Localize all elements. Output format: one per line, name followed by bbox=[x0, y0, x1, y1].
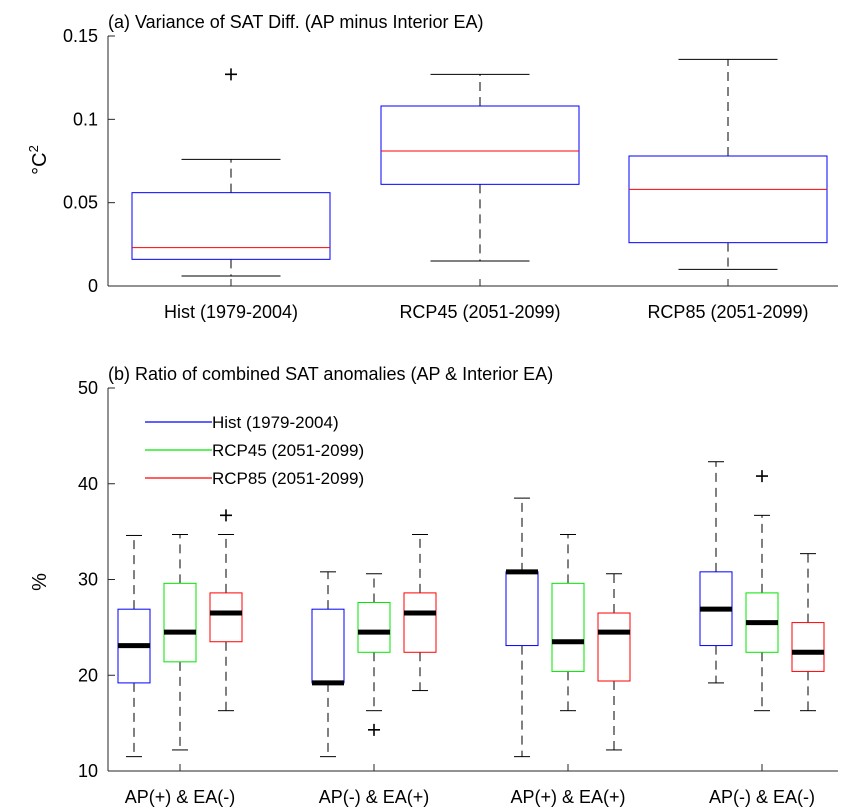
panel-b-box-s1-c3-outlier-0 bbox=[756, 470, 768, 483]
panel-b-marks bbox=[117, 461, 825, 758]
panel-b-ytick-label: 20 bbox=[78, 665, 98, 685]
panel-b-title: (b) Ratio of combined SAT anomalies (AP … bbox=[108, 364, 553, 384]
legend-label-1: RCP45 (2051-2099) bbox=[212, 441, 364, 460]
panel-b-xtick-label: AP(+) & EA(-) bbox=[125, 787, 236, 807]
panel-b-box-s1-c1-box bbox=[357, 601, 391, 653]
panel-b-ytick-label: 10 bbox=[78, 761, 98, 781]
panel-b-box-s2-c3-box bbox=[791, 622, 825, 672]
panel-b-xtick-label: AP(+) & EA(+) bbox=[510, 787, 625, 807]
panel-a-marks bbox=[131, 58, 828, 277]
panel-a-axes: 0 0.05 0.1 0.15 Hist (1979-2004) RCP45 (2051-… bbox=[63, 26, 838, 322]
panel-a: (a) Variance of SAT Diff. (AP minus Inte… bbox=[26, 12, 838, 322]
panel-b-ytick-label: 30 bbox=[78, 570, 98, 590]
legend: Hist (1979-2004) RCP45 (2051-2099) RCP85 (… bbox=[145, 413, 364, 488]
panel-b-xtick-label: AP(-) & EA(-) bbox=[709, 787, 815, 807]
panel-b-xtick-label: AP(-) & EA(+) bbox=[319, 787, 430, 807]
panel-b-box-s0-c2-box bbox=[505, 571, 539, 647]
panel-b-box-s1-c2-box bbox=[551, 582, 585, 672]
panel-a-ytick-label: 0.15 bbox=[63, 26, 98, 46]
panel-b-box-s2-c2-box bbox=[597, 612, 631, 682]
panel-b-box-s2-c1-box bbox=[403, 592, 437, 653]
panel-a-xtick-label: Hist (1979-2004) bbox=[164, 302, 298, 322]
panel-a-box-1-box bbox=[380, 105, 580, 185]
panel-a-ytick-label: 0.05 bbox=[63, 193, 98, 213]
panel-a-box-0-box bbox=[131, 192, 331, 260]
legend-label-0: Hist (1979-2004) bbox=[212, 413, 339, 432]
panel-a-box-0-outlier-0 bbox=[225, 68, 237, 81]
panel-a-ylabel-sup: 2 bbox=[26, 145, 41, 152]
legend-label-2: RCP85 (2051-2099) bbox=[212, 469, 364, 488]
panel-b-box-s2-c0-outlier-0 bbox=[220, 509, 232, 522]
panel-b-box-s1-c0-box bbox=[163, 582, 197, 663]
panel-a-xtick-label: RCP85 (2051-2099) bbox=[647, 302, 808, 322]
panel-a-ytick-label: 0.1 bbox=[73, 109, 98, 129]
panel-a-xtick-label: RCP45 (2051-2099) bbox=[399, 302, 560, 322]
panel-b-box-s0-c1-box bbox=[311, 608, 345, 684]
panel-b-box-s1-c1-outlier-0 bbox=[368, 723, 380, 736]
panel-b: (b) Ratio of combined SAT anomalies (AP … bbox=[29, 364, 838, 807]
panel-b-axes: 10 20 30 40 50 AP(+) & EA(-) AP(-) & EA(+) AP(+… bbox=[78, 378, 838, 807]
panel-a-box-2-box bbox=[628, 155, 828, 244]
panel-b-box-s2-c0-box bbox=[209, 592, 243, 643]
panel-b-ytick-label: 40 bbox=[78, 474, 98, 494]
panel-a-title: (a) Variance of SAT Diff. (AP minus Inte… bbox=[108, 12, 483, 32]
panel-a-ytick-label: 0 bbox=[88, 276, 98, 296]
panel-b-ytick-label: 50 bbox=[78, 378, 98, 398]
panel-b-ylabel: % bbox=[29, 573, 51, 591]
panel-a-ylabel: °C2 bbox=[26, 145, 51, 175]
panel-a-ylabel-main: °C bbox=[29, 152, 51, 174]
